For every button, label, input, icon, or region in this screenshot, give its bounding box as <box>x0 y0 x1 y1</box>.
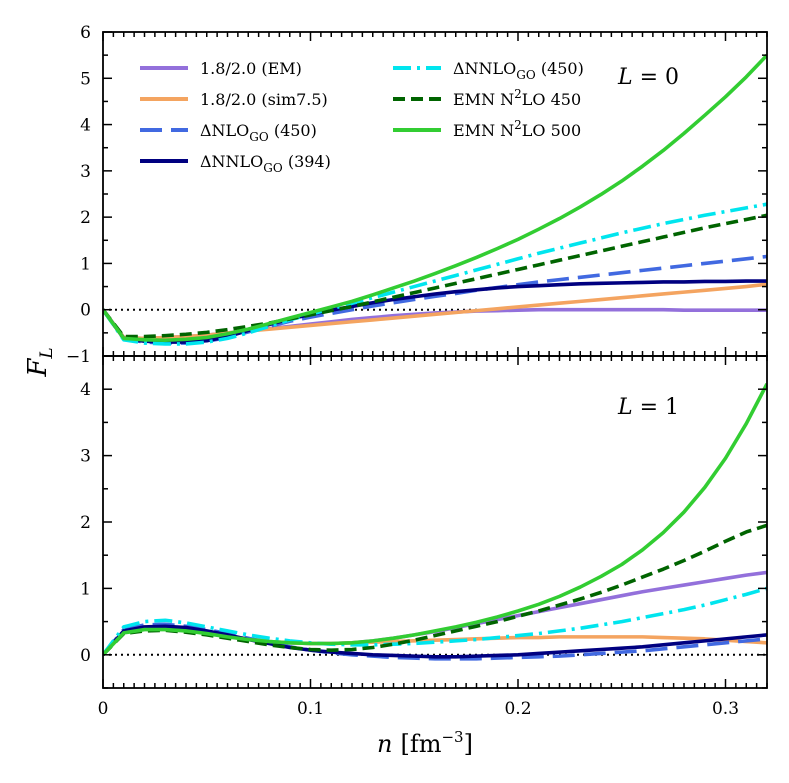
series-line-dn394-bottom <box>103 624 767 659</box>
x-tick-label: 0.3 <box>712 699 739 719</box>
axes-layer: −1 0 1 2 3 4 5 6 0 1 2 3 4 0 0.1 0.2 0.3 <box>66 23 768 719</box>
y-tick-label-top: 3 <box>80 162 91 182</box>
legend-label-dn394: ΔNNLOGO (394) <box>200 152 331 175</box>
y-tick-label-top: 2 <box>80 208 91 228</box>
legend-label-dnlo: ΔNLOGO (450) <box>200 121 317 144</box>
x-tick-label: 0 <box>98 699 109 719</box>
y-tick-label-top: 4 <box>80 116 91 136</box>
series-line-dn450-bottom <box>103 586 767 656</box>
series-line-em-bottom <box>103 570 767 656</box>
y-tick-label-bottom: 4 <box>80 380 91 400</box>
x-tick-label: 0.1 <box>297 699 324 719</box>
legend: 1.8/2.0 (EM) 1.8/2.0 (sim7.5) ΔNLOGO (450)… <box>140 59 584 175</box>
series-group-bottom <box>103 383 767 661</box>
x-tick-label: 0.2 <box>504 699 531 719</box>
legend-label-em: 1.8/2.0 (EM) <box>200 59 302 78</box>
y-tick-label-bottom: 0 <box>80 646 91 666</box>
panel-label-top: L = 0 <box>617 65 679 90</box>
y-tick-label-top: 0 <box>80 301 91 321</box>
x-axis-title: n [fm−3] <box>377 728 473 758</box>
series-line-e500-bottom <box>103 383 767 657</box>
series-line-sim-top <box>103 282 767 341</box>
panel-label-bottom: L = 1 <box>617 395 679 420</box>
series-line-dnlo-top <box>103 254 767 345</box>
y-tick-label-top: 6 <box>80 23 91 43</box>
y-tick-label-bottom: 1 <box>80 579 91 599</box>
y-tick-label-bottom: 3 <box>80 447 91 467</box>
series-group-top <box>103 53 767 346</box>
y-tick-label-top: 5 <box>80 69 91 89</box>
reference-lines <box>103 308 767 656</box>
series-line-dn394-top <box>103 279 767 344</box>
series-layer <box>103 53 767 661</box>
y-tick-label-top: −1 <box>66 347 91 367</box>
series-line-dn450-top <box>103 202 767 346</box>
series-line-e450-top <box>103 213 767 339</box>
series-line-dnlo-bottom <box>103 622 767 661</box>
legend-label-sim: 1.8/2.0 (sim7.5) <box>200 90 328 109</box>
legend-label-e450: EMN N2LO 450 <box>453 87 581 109</box>
series-line-e500-top <box>103 53 767 343</box>
y-tick-label-top: 1 <box>80 254 91 274</box>
y-axis-title: FL <box>23 347 57 377</box>
legend-label-dn450: ΔNNLOGO (450) <box>453 59 584 82</box>
series-line-e450-bottom <box>103 523 767 657</box>
legend-label-e500: EMN N2LO 500 <box>453 118 581 140</box>
y-tick-label-bottom: 2 <box>80 513 91 533</box>
